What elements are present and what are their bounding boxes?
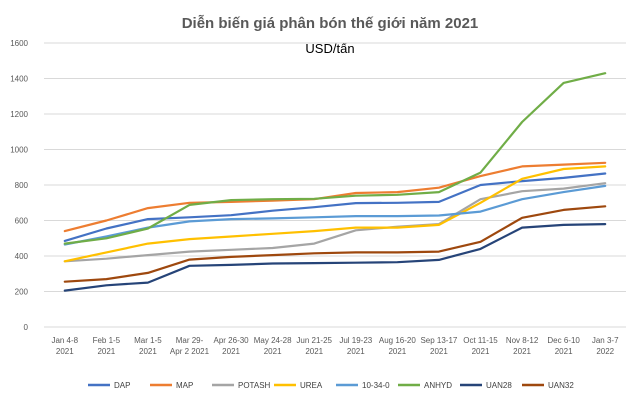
x-tick-label: Sep 13-17 [420, 336, 457, 345]
x-tick-label: 2021 [347, 347, 365, 356]
y-tick-label: 200 [15, 288, 29, 297]
series-line-urea [63, 165, 607, 263]
x-axis-ticks: Jan 4-8 2021 Feb 1-5 2021 Mar 1-5 2021 Mar 29-… [51, 336, 619, 356]
x-tick-label: 2021 [472, 347, 490, 356]
x-tick-label: 2021 [430, 347, 448, 356]
legend: DAP MAP POTASH UREA 10-34-0 ANHYD UAN28 UAN32 [88, 381, 574, 390]
series-line-uan32 [63, 205, 607, 283]
x-tick-label: 2021 [305, 347, 323, 356]
series-line-anhyd [63, 72, 607, 245]
legend-label: ANHYD [424, 381, 452, 390]
series-line-uan28 [63, 223, 607, 292]
y-tick-label: 600 [15, 217, 29, 226]
legend-label: MAP [176, 381, 193, 390]
chart-subtitle: USD/tấn [305, 41, 354, 56]
x-tick-label: 2021 [555, 347, 573, 356]
y-tick-label: 1200 [10, 110, 28, 119]
x-tick-label: Jan 4-8 [51, 336, 78, 345]
legend-label: UAN28 [486, 381, 512, 390]
series-lines [63, 72, 607, 292]
y-tick-label: 1000 [10, 146, 28, 155]
x-tick-label: Oct 11-15 [463, 336, 498, 345]
y-axis-ticks: 0 200 400 600 800 1000 1200 1400 1600 [10, 39, 28, 332]
x-tick-label: Apr 2 2021 [170, 347, 210, 356]
legend-label: UAN32 [548, 381, 574, 390]
y-tick-label: 1600 [10, 39, 28, 48]
x-tick-label: Jun 21-25 [296, 336, 332, 345]
x-tick-label: 2021 [222, 347, 240, 356]
x-tick-label: Jan 3-7 [592, 336, 619, 345]
x-tick-label: 2022 [596, 347, 614, 356]
x-tick-label: 2021 [56, 347, 74, 356]
legend-label: UREA [300, 381, 323, 390]
x-tick-label: Jul 19-23 [339, 336, 372, 345]
x-tick-label: 2021 [388, 347, 406, 356]
y-tick-label: 0 [24, 323, 29, 332]
x-tick-label: 2021 [97, 347, 115, 356]
series-line-potash [63, 182, 607, 263]
gridlines [44, 42, 626, 328]
x-tick-label: Apr 26-30 [214, 336, 250, 345]
legend-label: POTASH [238, 381, 271, 390]
series-line-map [63, 161, 607, 233]
x-tick-label: 2021 [139, 347, 157, 356]
x-tick-label: Dec 6-10 [547, 336, 580, 345]
x-tick-label: 2021 [264, 347, 282, 356]
x-tick-label: Nov 8-12 [506, 336, 539, 345]
x-tick-label: Mar 29- [176, 336, 204, 345]
series-line-10-34-0 [63, 184, 607, 246]
y-tick-label: 800 [15, 181, 29, 190]
chart-title: Diễn biến giá phân bón thế giới năm 2021 [182, 15, 479, 32]
legend-label: DAP [114, 381, 130, 390]
x-tick-label: 2021 [513, 347, 531, 356]
x-tick-label: Aug 16-20 [379, 336, 416, 345]
y-tick-label: 1400 [10, 75, 28, 84]
x-tick-label: Mar 1-5 [134, 336, 162, 345]
y-tick-label: 400 [15, 252, 29, 261]
legend-label: 10-34-0 [362, 381, 390, 390]
x-tick-label: Feb 1-5 [93, 336, 121, 345]
x-tick-label: May 24-28 [254, 336, 292, 345]
